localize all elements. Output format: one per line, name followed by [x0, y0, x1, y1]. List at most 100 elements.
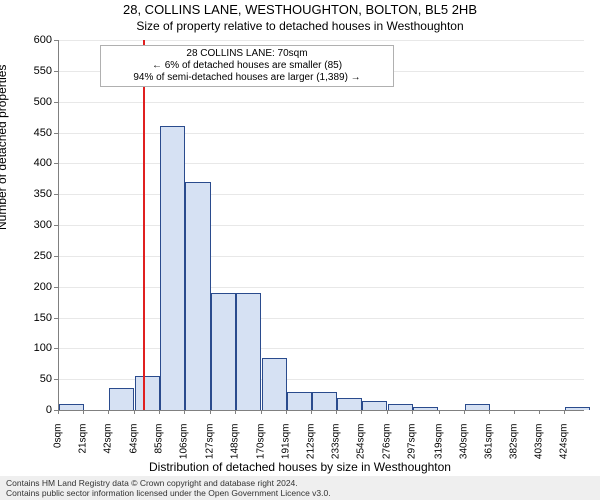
annotation-line: 28 COLLINS LANE: 70sqm [107, 48, 387, 60]
x-tick-label: 191sqm [280, 424, 291, 474]
x-tick-label: 42sqm [103, 424, 114, 474]
gridline [59, 194, 584, 195]
y-tick [54, 225, 58, 226]
x-tick [412, 410, 413, 414]
footer: Contains HM Land Registry data © Crown c… [0, 476, 600, 500]
histogram-bar [185, 182, 210, 410]
plot-area [58, 40, 584, 411]
footer-line-1: Contains HM Land Registry data © Crown c… [6, 478, 594, 488]
y-tick-label: 500 [12, 96, 52, 108]
histogram-bar [211, 293, 236, 410]
y-tick [54, 318, 58, 319]
x-tick-label: 254sqm [356, 424, 367, 474]
gridline [59, 318, 584, 319]
x-tick-label: 319sqm [433, 424, 444, 474]
x-tick [464, 410, 465, 414]
gridline [59, 133, 584, 134]
x-tick [108, 410, 109, 414]
y-tick-label: 400 [12, 157, 52, 169]
y-tick [54, 163, 58, 164]
x-tick-label: 0sqm [53, 424, 64, 474]
x-tick [539, 410, 540, 414]
chart-title-sub: Size of property relative to detached ho… [0, 19, 600, 33]
x-tick-label: 21sqm [78, 424, 89, 474]
x-tick [439, 410, 440, 414]
y-axis-label: Number of detached properties [0, 65, 9, 230]
y-tick-label: 200 [12, 281, 52, 293]
x-tick [336, 410, 337, 414]
histogram-bar [565, 407, 590, 410]
y-tick [54, 71, 58, 72]
x-tick-label: 64sqm [129, 424, 140, 474]
histogram-bar [160, 126, 185, 410]
x-tick [261, 410, 262, 414]
y-tick [54, 256, 58, 257]
histogram-bar [109, 388, 134, 410]
y-tick-label: 600 [12, 34, 52, 46]
x-tick [83, 410, 84, 414]
gridline [59, 287, 584, 288]
y-tick [54, 348, 58, 349]
property-marker-line [143, 40, 145, 410]
gridline [59, 102, 584, 103]
x-tick-label: 85sqm [154, 424, 165, 474]
x-tick-label: 148sqm [229, 424, 240, 474]
gridline [59, 163, 584, 164]
annotation-line: ← 6% of detached houses are smaller (85) [107, 60, 387, 72]
y-tick [54, 287, 58, 288]
histogram-bar [236, 293, 261, 410]
x-tick-label: 170sqm [255, 424, 266, 474]
x-tick-label: 276sqm [382, 424, 393, 474]
x-tick [489, 410, 490, 414]
y-tick [54, 379, 58, 380]
x-tick-label: 297sqm [407, 424, 418, 474]
gridline [59, 348, 584, 349]
x-tick [210, 410, 211, 414]
y-tick-label: 550 [12, 65, 52, 77]
histogram-bar [362, 401, 387, 410]
y-tick-label: 350 [12, 188, 52, 200]
histogram-bar [59, 404, 84, 410]
y-tick-label: 250 [12, 250, 52, 262]
histogram-bar [287, 392, 312, 411]
x-tick-label: 403sqm [533, 424, 544, 474]
footer-line-2: Contains public sector information licen… [6, 488, 594, 498]
x-tick [58, 410, 59, 414]
histogram-bar [337, 398, 362, 410]
gridline [59, 256, 584, 257]
x-tick [564, 410, 565, 414]
x-tick-label: 212sqm [305, 424, 316, 474]
y-tick [54, 102, 58, 103]
y-tick-label: 0 [12, 404, 52, 416]
histogram-bar [262, 358, 287, 410]
histogram-bar [388, 404, 413, 410]
x-tick-label: 106sqm [179, 424, 190, 474]
histogram-bar [135, 376, 160, 410]
y-tick-label: 300 [12, 219, 52, 231]
x-tick-label: 233sqm [331, 424, 342, 474]
histogram-bar [413, 407, 438, 410]
gridline [59, 225, 584, 226]
y-tick-label: 450 [12, 127, 52, 139]
gridline [59, 40, 584, 41]
x-tick-label: 382sqm [508, 424, 519, 474]
x-tick-label: 424sqm [558, 424, 569, 474]
x-tick [184, 410, 185, 414]
chart-container: { "chart": { "type": "histogram", "title… [0, 0, 600, 500]
chart-title-main: 28, COLLINS LANE, WESTHOUGHTON, BOLTON, … [0, 2, 600, 17]
x-tick [235, 410, 236, 414]
x-tick [387, 410, 388, 414]
x-tick [311, 410, 312, 414]
x-tick-label: 361sqm [483, 424, 494, 474]
x-tick [514, 410, 515, 414]
histogram-bar [312, 392, 337, 411]
x-tick [361, 410, 362, 414]
y-tick-label: 100 [12, 342, 52, 354]
y-tick-label: 50 [12, 373, 52, 385]
x-tick [159, 410, 160, 414]
y-tick [54, 133, 58, 134]
y-tick-label: 150 [12, 312, 52, 324]
x-tick-label: 340sqm [458, 424, 469, 474]
annotation-line: 94% of semi-detached houses are larger (… [107, 72, 387, 84]
y-tick [54, 194, 58, 195]
